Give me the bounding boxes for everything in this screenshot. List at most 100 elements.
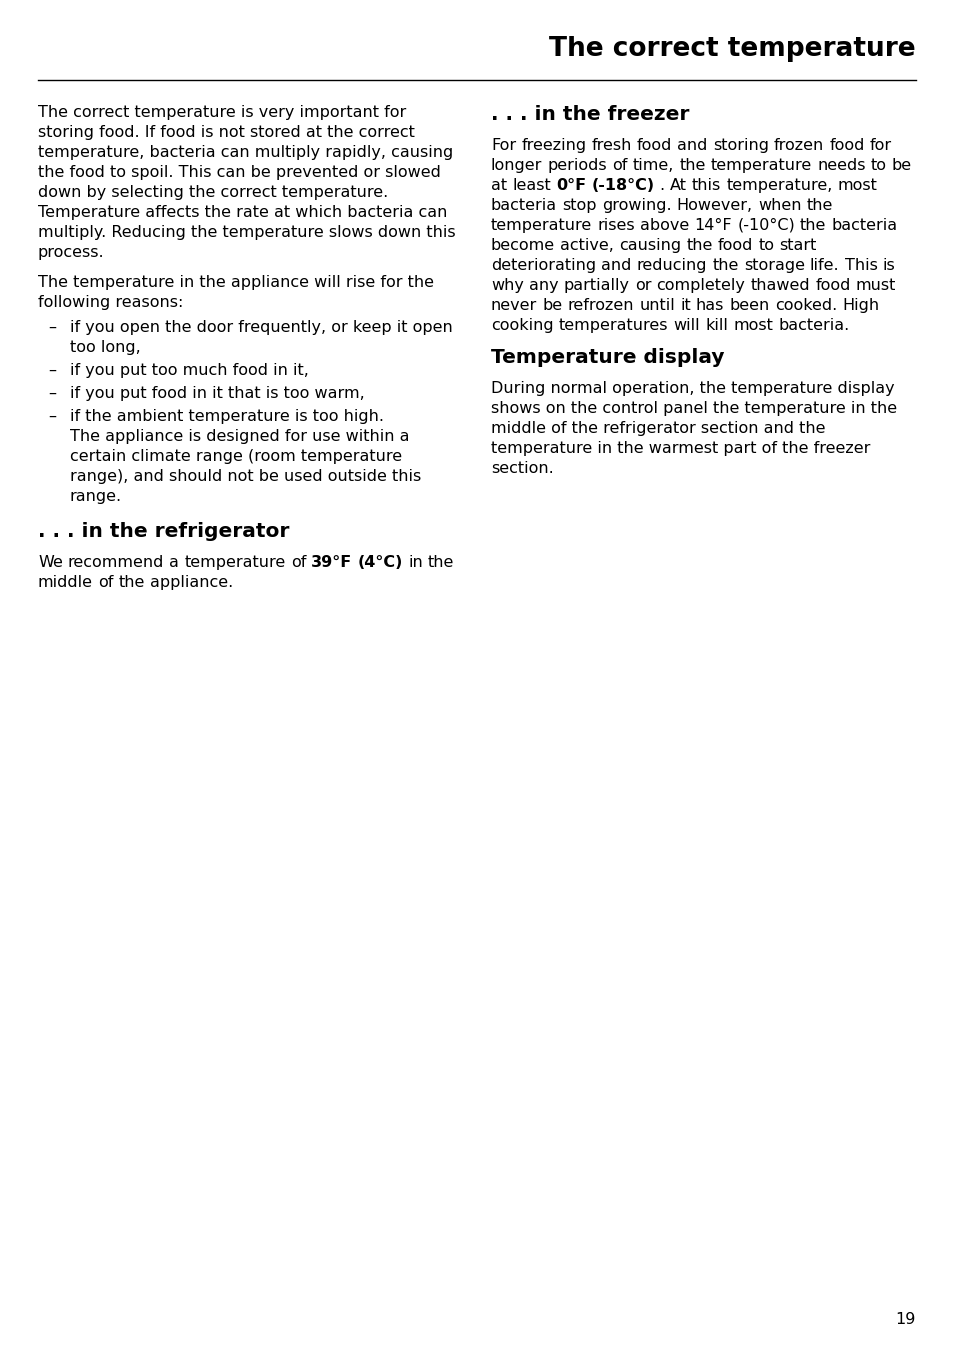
Text: temperature: temperature bbox=[184, 556, 286, 571]
Text: any: any bbox=[529, 279, 558, 293]
Text: the: the bbox=[118, 575, 145, 589]
Text: food: food bbox=[718, 238, 753, 253]
Text: or: or bbox=[634, 279, 651, 293]
Text: 39°F: 39°F bbox=[311, 556, 353, 571]
Text: reducing: reducing bbox=[636, 258, 706, 273]
Text: . . . in the freezer: . . . in the freezer bbox=[491, 105, 689, 124]
Text: food: food bbox=[815, 279, 850, 293]
Text: why: why bbox=[491, 279, 523, 293]
Text: partially: partially bbox=[563, 279, 629, 293]
Text: –: – bbox=[48, 387, 56, 402]
Text: The appliance is designed for use within a: The appliance is designed for use within… bbox=[70, 429, 409, 443]
Text: storage: storage bbox=[743, 258, 804, 273]
Text: temperatures: temperatures bbox=[558, 318, 667, 333]
Text: refrozen: refrozen bbox=[567, 297, 634, 314]
Text: The temperature in the appliance will rise for the: The temperature in the appliance will ri… bbox=[38, 274, 434, 289]
Text: the: the bbox=[679, 158, 705, 173]
Text: has: has bbox=[696, 297, 723, 314]
Text: the: the bbox=[800, 218, 825, 233]
Text: until: until bbox=[639, 297, 675, 314]
Text: periods: periods bbox=[547, 158, 606, 173]
Text: The correct temperature is very important for: The correct temperature is very importan… bbox=[38, 105, 406, 120]
Text: temperature: temperature bbox=[491, 218, 592, 233]
Text: the food to spoil. This can be prevented or slowed: the food to spoil. This can be prevented… bbox=[38, 165, 440, 180]
Text: –: – bbox=[48, 362, 56, 379]
Text: At: At bbox=[669, 178, 686, 193]
Text: bacteria.: bacteria. bbox=[778, 318, 848, 333]
Text: temperature, bacteria can multiply rapidly, causing: temperature, bacteria can multiply rapid… bbox=[38, 145, 453, 160]
Text: 14°F: 14°F bbox=[694, 218, 731, 233]
Text: and: and bbox=[600, 258, 631, 273]
Text: During normal operation, the temperature display: During normal operation, the temperature… bbox=[491, 381, 894, 396]
Text: (4°C): (4°C) bbox=[357, 556, 403, 571]
Text: storing food. If food is not stored at the correct: storing food. If food is not stored at t… bbox=[38, 124, 415, 141]
Text: middle of the refrigerator section and the: middle of the refrigerator section and t… bbox=[491, 420, 824, 435]
Text: is: is bbox=[882, 258, 895, 273]
Text: when: when bbox=[757, 197, 801, 214]
Text: must: must bbox=[855, 279, 895, 293]
Text: shows on the control panel the temperature in the: shows on the control panel the temperatu… bbox=[491, 402, 896, 416]
Text: become: become bbox=[491, 238, 555, 253]
Text: food: food bbox=[637, 138, 672, 153]
Text: food: food bbox=[828, 138, 864, 153]
Text: be: be bbox=[891, 158, 911, 173]
Text: 19: 19 bbox=[895, 1311, 915, 1328]
Text: too long,: too long, bbox=[70, 339, 141, 356]
Text: growing.: growing. bbox=[601, 197, 671, 214]
Text: the: the bbox=[805, 197, 832, 214]
Text: at: at bbox=[491, 178, 507, 193]
Text: cooked.: cooked. bbox=[774, 297, 836, 314]
Text: range.: range. bbox=[70, 489, 122, 504]
Text: of: of bbox=[98, 575, 113, 589]
Text: most: most bbox=[732, 318, 772, 333]
Text: completely: completely bbox=[656, 279, 744, 293]
Text: down by selecting the correct temperature.: down by selecting the correct temperatur… bbox=[38, 185, 388, 200]
Text: bacteria: bacteria bbox=[491, 197, 557, 214]
Text: kill: kill bbox=[704, 318, 727, 333]
Text: most: most bbox=[837, 178, 877, 193]
Text: However,: However, bbox=[676, 197, 752, 214]
Text: of: of bbox=[612, 158, 627, 173]
Text: frozen: frozen bbox=[773, 138, 823, 153]
Text: thawed: thawed bbox=[750, 279, 809, 293]
Text: to: to bbox=[870, 158, 886, 173]
Text: if the ambient temperature is too high.: if the ambient temperature is too high. bbox=[70, 410, 384, 425]
Text: time,: time, bbox=[632, 158, 674, 173]
Text: needs: needs bbox=[817, 158, 864, 173]
Text: storing: storing bbox=[712, 138, 768, 153]
Text: stop: stop bbox=[561, 197, 597, 214]
Text: temperature: temperature bbox=[710, 158, 811, 173]
Text: (-10°C): (-10°C) bbox=[737, 218, 794, 233]
Text: temperature in the warmest part of the freezer: temperature in the warmest part of the f… bbox=[491, 441, 869, 456]
Text: appliance.: appliance. bbox=[150, 575, 233, 589]
Text: cooking: cooking bbox=[491, 318, 553, 333]
Text: if you open the door frequently, or keep it open: if you open the door frequently, or keep… bbox=[70, 320, 453, 335]
Text: deteriorating: deteriorating bbox=[491, 258, 596, 273]
Text: High: High bbox=[841, 297, 879, 314]
Text: multiply. Reducing the temperature slows down this: multiply. Reducing the temperature slows… bbox=[38, 224, 456, 241]
Text: bacteria: bacteria bbox=[831, 218, 897, 233]
Text: never: never bbox=[491, 297, 537, 314]
Text: the: the bbox=[686, 238, 712, 253]
Text: Temperature affects the rate at which bacteria can: Temperature affects the rate at which ba… bbox=[38, 206, 447, 220]
Text: above: above bbox=[639, 218, 689, 233]
Text: it: it bbox=[679, 297, 690, 314]
Text: For: For bbox=[491, 138, 516, 153]
Text: start: start bbox=[779, 238, 816, 253]
Text: –: – bbox=[48, 410, 56, 425]
Text: if you put too much food in it,: if you put too much food in it, bbox=[70, 362, 309, 379]
Text: active,: active, bbox=[559, 238, 614, 253]
Text: The correct temperature: The correct temperature bbox=[549, 37, 915, 62]
Text: middle: middle bbox=[38, 575, 92, 589]
Text: this: this bbox=[691, 178, 720, 193]
Text: if you put food in it that is too warm,: if you put food in it that is too warm, bbox=[70, 387, 364, 402]
Text: the: the bbox=[428, 556, 454, 571]
Text: life.: life. bbox=[809, 258, 839, 273]
Text: 0°F: 0°F bbox=[556, 178, 586, 193]
Text: . . . in the refrigerator: . . . in the refrigerator bbox=[38, 522, 289, 541]
Text: rises: rises bbox=[597, 218, 635, 233]
Text: longer: longer bbox=[491, 158, 542, 173]
Text: to: to bbox=[758, 238, 774, 253]
Text: recommend: recommend bbox=[68, 556, 164, 571]
Text: Temperature display: Temperature display bbox=[491, 347, 723, 366]
